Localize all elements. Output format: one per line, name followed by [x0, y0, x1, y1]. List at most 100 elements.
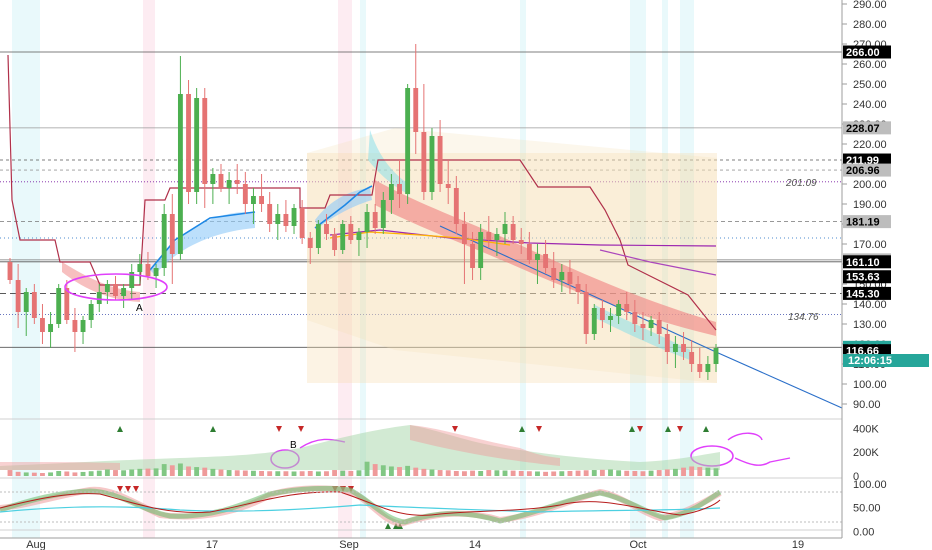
time-tick-label: 17 [206, 539, 218, 550]
price-tick-label: 280.00 [853, 19, 887, 31]
volume-bar [535, 471, 540, 476]
volume-tick-label: 0 [853, 471, 859, 483]
volume-bar [40, 473, 45, 476]
candle [210, 168, 216, 204]
candle [445, 160, 451, 204]
volume-bar [705, 467, 711, 476]
volume-bar [543, 471, 549, 476]
volume-bar [332, 470, 338, 476]
candle [526, 232, 532, 264]
volume-bar [356, 470, 362, 476]
candle [608, 308, 613, 332]
highlight-strip [338, 0, 352, 538]
candle [48, 312, 54, 348]
candle [705, 356, 711, 380]
volume-bar [648, 470, 654, 476]
candle [648, 316, 654, 336]
candle [616, 300, 622, 324]
candle [56, 284, 62, 328]
candle [129, 264, 135, 300]
candle [31, 284, 37, 324]
volume-bar [31, 472, 37, 476]
candle [535, 244, 540, 284]
candle [599, 300, 605, 328]
candle [40, 304, 45, 344]
candle [177, 56, 183, 260]
price-tick-label: 240.00 [853, 99, 887, 111]
candle [169, 194, 175, 284]
volume-bar [186, 466, 191, 476]
volume-bar [23, 472, 29, 476]
signal-marker [298, 426, 304, 432]
signal-marker [385, 523, 391, 529]
candle [713, 344, 719, 372]
candle [194, 88, 200, 204]
candle [96, 284, 102, 312]
candle [478, 224, 484, 280]
price-tick-label: 220.00 [853, 139, 887, 151]
candle [218, 164, 224, 192]
volume-bar [259, 470, 264, 476]
candle [15, 264, 21, 328]
candle [510, 216, 516, 244]
price-tag: 181.19 [843, 215, 891, 229]
volume-bar [624, 470, 630, 476]
volume-bar [429, 469, 435, 476]
signal-marker [276, 426, 282, 432]
signal-marker [629, 426, 635, 432]
signal-marker [452, 426, 458, 432]
candle [518, 228, 524, 254]
volume-bar [324, 471, 329, 476]
candle [356, 228, 362, 256]
candle [145, 252, 151, 280]
candle [397, 160, 402, 208]
volume-bar [153, 468, 159, 476]
time-axis: Aug 17 Sep 14 Oct 19 [26, 539, 804, 550]
countdown-label: 12:06:15 [848, 355, 892, 367]
volume-bar [96, 470, 102, 476]
volume-bar [194, 467, 200, 476]
candle [291, 204, 297, 234]
candle [689, 340, 695, 372]
candle [559, 264, 565, 292]
price-tick-label: 130.00 [853, 319, 887, 331]
signal-marker [133, 486, 139, 492]
volume-bar [681, 467, 686, 476]
highlight-strip [360, 0, 366, 538]
oscillator-tick-label: 100.00 [853, 479, 887, 491]
volume-bar [502, 470, 508, 476]
volume-bar [664, 469, 670, 476]
volume-bar [113, 470, 118, 476]
volume-bar [453, 470, 459, 476]
volume-bar [7, 470, 13, 476]
volume-bar [380, 465, 386, 476]
candle [153, 264, 159, 288]
volume-bar [437, 470, 443, 476]
volume-bar [291, 471, 297, 476]
highlight-strip [12, 0, 40, 538]
time-tick-label: Aug [26, 539, 46, 550]
candle [88, 300, 94, 328]
price-tick-label: 140.00 [853, 299, 887, 311]
price-tick-label: 290.00 [853, 0, 887, 11]
volume-bar [88, 471, 94, 476]
candle [429, 128, 435, 200]
volume-bar [104, 469, 110, 476]
candle [7, 258, 13, 284]
candle [664, 324, 670, 364]
svg-text:181.19: 181.19 [846, 217, 880, 229]
volume-bar [478, 470, 484, 476]
candle [315, 220, 321, 254]
price-tag: 206.96 [843, 163, 891, 177]
volume-bar [48, 472, 54, 476]
time-tick-label: 14 [469, 539, 481, 550]
price-tick-label: 190.00 [853, 199, 887, 211]
candle [591, 304, 597, 340]
svg-text:153.63: 153.63 [846, 272, 880, 284]
volume-bar [129, 469, 135, 476]
candle [242, 172, 248, 214]
price-tag: 145.30 [843, 286, 891, 300]
candle [307, 232, 313, 264]
candle [340, 220, 346, 254]
candle [113, 276, 118, 300]
